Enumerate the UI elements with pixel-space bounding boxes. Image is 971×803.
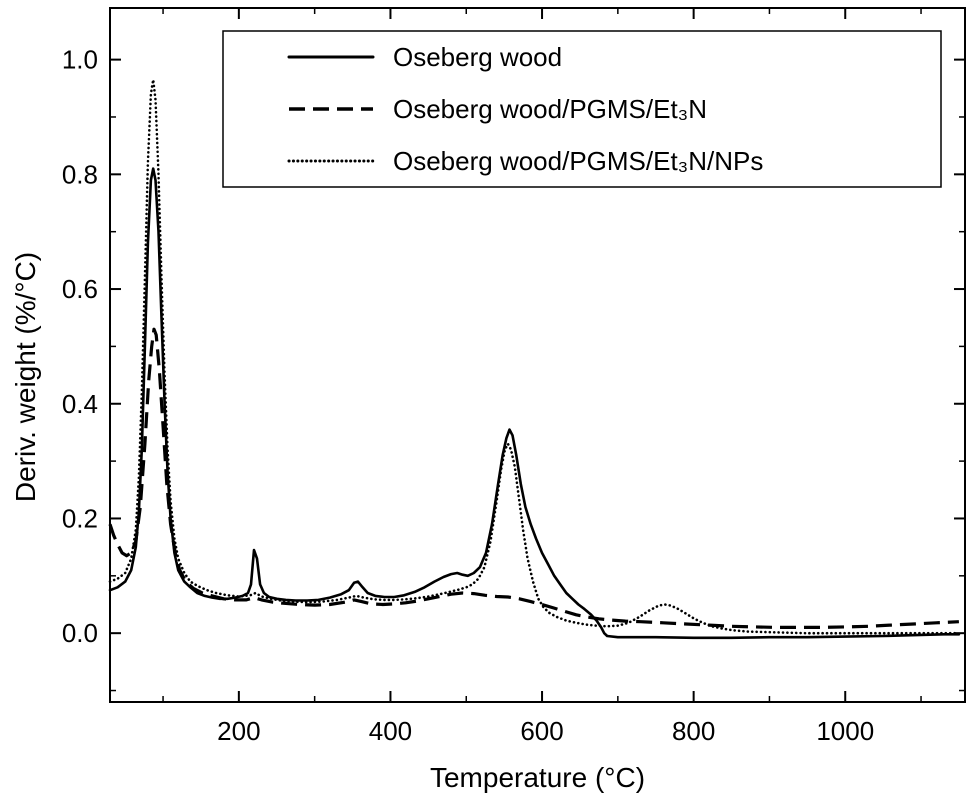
series-line-dashed	[108, 327, 959, 629]
x-axis-title: Temperature (°C)	[429, 762, 646, 793]
x-tick-label: 200	[217, 716, 260, 746]
x-tick-label: 400	[369, 716, 412, 746]
y-tick-label: 0.6	[62, 274, 98, 304]
y-tick-label: 0.2	[62, 503, 98, 533]
plot-frame	[109, 7, 966, 703]
x-tick-label: 600	[520, 716, 563, 746]
y-tick-label: 0.8	[62, 159, 98, 189]
y-tick-label: 1.0	[62, 45, 98, 75]
y-tick-label: 0.0	[62, 618, 98, 648]
legend-label: Oseberg wood/PGMS/Et₃N/NPs	[393, 146, 763, 176]
legend-label: Oseberg wood/PGMS/Et₃N	[393, 94, 707, 124]
legend-label: Oseberg wood	[393, 42, 562, 72]
series-line-solid	[108, 167, 961, 640]
y-tick-label: 0.4	[62, 389, 98, 419]
series-line-dotted	[108, 78, 961, 635]
x-tick-label: 1000	[816, 716, 874, 746]
y-axis-title: Deriv. weight (%/°C)	[10, 251, 41, 503]
x-tick-label: 800	[672, 716, 715, 746]
